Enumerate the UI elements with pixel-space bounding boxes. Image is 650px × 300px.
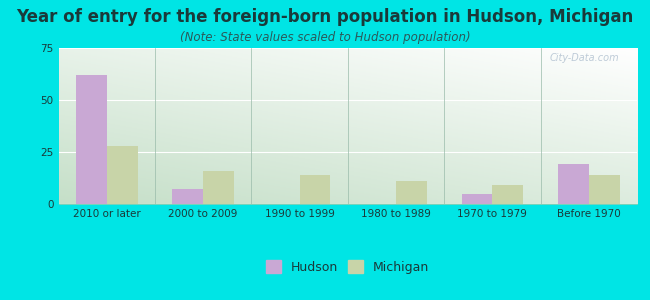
Bar <box>396 181 427 204</box>
Bar <box>558 164 589 204</box>
Text: Year of entry for the foreign-born population in Hudson, Michigan: Year of entry for the foreign-born popul… <box>16 8 634 26</box>
Bar <box>493 185 523 204</box>
Bar <box>76 75 107 204</box>
Bar <box>462 194 492 204</box>
Legend: Hudson, Michigan: Hudson, Michigan <box>261 255 434 279</box>
Bar <box>589 175 619 204</box>
Bar <box>107 146 138 204</box>
Text: (Note: State values scaled to Hudson population): (Note: State values scaled to Hudson pop… <box>179 32 471 44</box>
Text: City-Data.com: City-Data.com <box>550 53 619 63</box>
Bar <box>172 189 203 204</box>
Bar <box>300 175 330 204</box>
Bar <box>203 171 234 204</box>
